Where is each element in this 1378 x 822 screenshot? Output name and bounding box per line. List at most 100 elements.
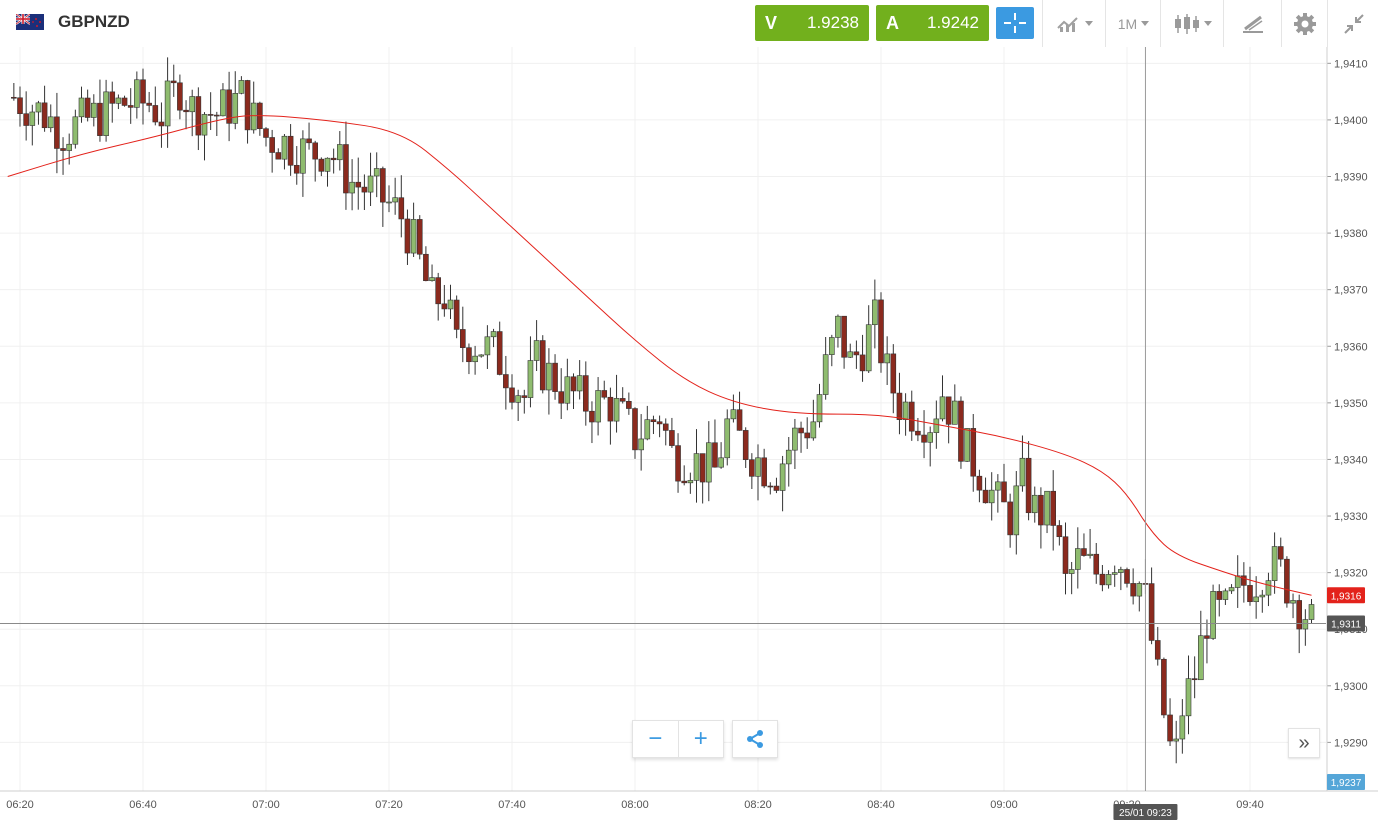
candle-body: [841, 315, 847, 358]
candle-body: [749, 459, 755, 477]
y-tick-label: 1,9370: [1334, 285, 1368, 297]
candle-body: [1068, 569, 1075, 574]
candle-body: [306, 138, 312, 144]
candle-body: [336, 144, 343, 161]
share-button[interactable]: [732, 720, 778, 758]
candle-body: [127, 105, 134, 108]
candle-body: [798, 427, 804, 434]
buy-label: A: [886, 12, 899, 33]
candle-body: [1136, 583, 1143, 597]
y-tick-label: 1,9290: [1334, 737, 1368, 749]
candle-body: [146, 102, 152, 106]
x-tick-label: 08:00: [621, 799, 649, 811]
collapse-icon: [1343, 13, 1364, 34]
candle-body: [170, 80, 177, 84]
candle-body: [60, 148, 66, 151]
price-chart[interactable]: 06:20 06:40 07:00 07:20 07:40 08:00 08:20 08:40…: [0, 47, 1378, 822]
indicators-menu[interactable]: [1042, 0, 1106, 47]
candle-body: [718, 457, 724, 468]
candle-body: [835, 315, 841, 338]
candle-body: [140, 79, 146, 104]
candle-body: [386, 201, 392, 204]
settings-button[interactable]: [1281, 0, 1328, 47]
candle-body: [410, 219, 417, 254]
candle-body: [1198, 635, 1204, 681]
crosshair-time-label: 25/01 09:23: [1119, 808, 1172, 819]
candle-body: [865, 324, 872, 372]
candle-body: [970, 428, 977, 477]
x-tick-label: 07:40: [498, 799, 526, 811]
candle-body: [1093, 553, 1100, 575]
candle-body: [244, 80, 251, 131]
candle-body: [1204, 635, 1210, 639]
double-chevron-right-icon: »: [1298, 731, 1310, 754]
candle-body: [435, 277, 442, 305]
candle-body: [1007, 501, 1013, 536]
candle-body: [761, 457, 767, 487]
candle-body: [1056, 525, 1063, 538]
candle-body: [619, 398, 626, 402]
candle-body: [429, 277, 435, 282]
candle-body: [613, 398, 620, 422]
candle-body: [816, 394, 823, 423]
buy-button[interactable]: A 1.9242: [876, 5, 989, 41]
instrument: GBPNZD: [16, 12, 130, 32]
low-price-label: 1,9237: [1331, 778, 1362, 789]
crosshair-icon: [1004, 13, 1026, 33]
zoom-in-button[interactable]: +: [693, 725, 708, 752]
chart-type-menu[interactable]: [1160, 0, 1224, 47]
candle-body: [1148, 583, 1155, 641]
y-tick-label: 1,9390: [1334, 171, 1368, 183]
candle-body: [72, 116, 79, 145]
candle-body: [1265, 580, 1272, 596]
candle-body: [121, 97, 128, 106]
candle-body: [576, 375, 583, 392]
candle-body: [275, 152, 282, 160]
candle-body: [97, 102, 103, 136]
candle-body: [1111, 572, 1118, 575]
drawing-tool-icon: [1243, 15, 1263, 33]
candle-body: [570, 376, 577, 392]
candle-body: [367, 175, 374, 193]
candle-body: [152, 105, 159, 123]
chevron-down-icon: [1141, 21, 1150, 26]
gear-icon: [1294, 12, 1316, 35]
candle-body: [724, 418, 731, 459]
candle-body: [933, 418, 940, 433]
candle-body: [650, 419, 657, 423]
scroll-to-latest-button[interactable]: »: [1288, 728, 1320, 758]
candle-body: [109, 91, 116, 104]
candle-body: [220, 89, 226, 117]
candle-body: [853, 351, 860, 356]
candle-body: [1247, 585, 1253, 603]
low-price-badge: [1327, 774, 1365, 790]
candle-body: [207, 114, 214, 116]
candle-body: [459, 329, 466, 348]
candle-body: [552, 362, 558, 392]
collapse-button[interactable]: [1327, 0, 1378, 47]
candle-body: [669, 430, 675, 446]
candle-body: [29, 111, 36, 126]
y-tick-label: 1,9330: [1334, 511, 1368, 523]
drawing-tools-button[interactable]: [1223, 0, 1282, 47]
chart-background: [0, 47, 1378, 822]
candle-body: [521, 395, 528, 398]
candle-body: [453, 299, 460, 330]
sell-button[interactable]: V 1.9238: [755, 5, 869, 41]
candle-body: [539, 340, 546, 391]
candle-body: [392, 197, 398, 203]
current-price-label: 1,9311: [1331, 620, 1361, 631]
candle-body: [687, 480, 694, 484]
candle-body: [1216, 591, 1223, 600]
candle-body: [662, 423, 669, 431]
timeframe-menu[interactable]: 1M: [1105, 0, 1161, 47]
candle-body: [927, 432, 934, 443]
candle-body: [324, 157, 331, 172]
crosshair-button[interactable]: [996, 7, 1034, 39]
x-tick-label: 09:40: [1236, 799, 1264, 811]
candle-body: [1044, 490, 1050, 526]
candle-body: [226, 89, 232, 124]
moving-average-line: [7, 115, 1312, 596]
candle-body: [115, 97, 122, 104]
zoom-out-button[interactable]: −: [633, 721, 679, 757]
